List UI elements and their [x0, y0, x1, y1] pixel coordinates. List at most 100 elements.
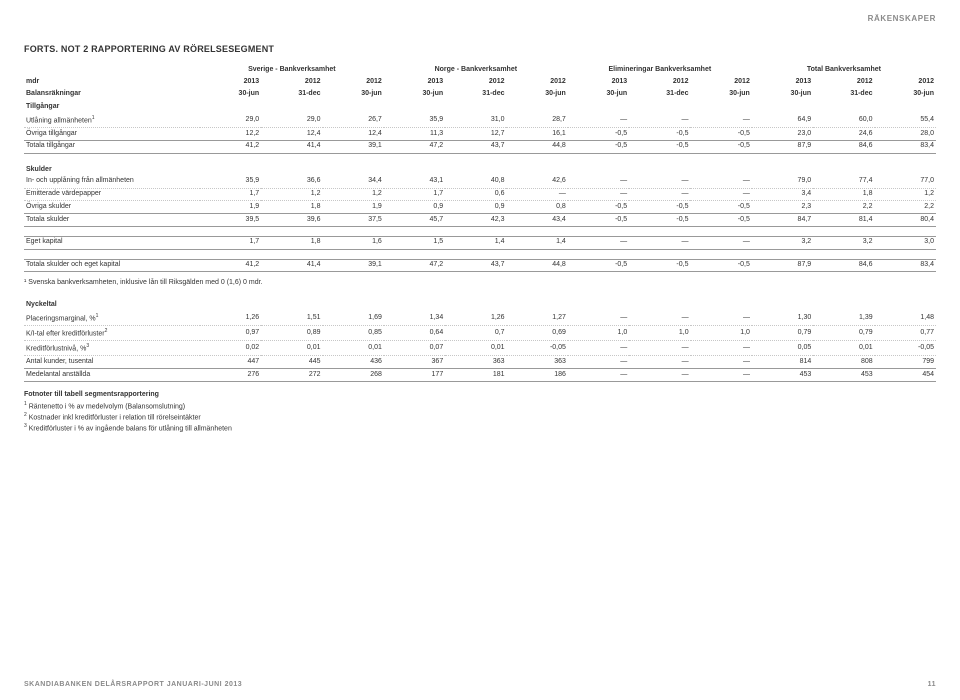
year-row: mdr 201320122012 201320122012 2013201220… [24, 76, 936, 88]
cell: 0,7 [445, 326, 506, 341]
footnote-item: 2 Kostnader inkl kreditförluster i relat… [24, 412, 936, 423]
footnotes: Fotnoter till tabell segmentsrapporterin… [24, 390, 936, 434]
cell: 80,4 [875, 214, 937, 227]
cell: 445 [261, 356, 322, 369]
col-year: 2013 [384, 76, 445, 88]
row-label: Emitterade värdepapper [24, 188, 200, 201]
table-row: Kreditförlustnivå, %30,020,010,010,070,0… [24, 341, 936, 356]
cell: 16,1 [506, 128, 567, 141]
col-date: 30-jun [506, 88, 567, 100]
cell: — [629, 341, 690, 356]
cell: -0,5 [568, 201, 629, 214]
cell: 1,2 [261, 188, 322, 201]
cell: 367 [384, 356, 445, 369]
cell: 0,85 [323, 326, 384, 341]
cell: 1,8 [261, 201, 322, 214]
col-date: 30-jun [752, 88, 813, 100]
cell: 35,9 [200, 176, 261, 188]
row-label: Antal kunder, tusental [24, 356, 200, 369]
cell: 84,7 [752, 214, 813, 227]
cell: — [690, 176, 751, 188]
cell: 87,9 [752, 140, 813, 153]
cell: 35,9 [384, 113, 445, 128]
cell: 1,34 [384, 311, 445, 326]
col-date: 30-jun [323, 88, 384, 100]
cell: -0,5 [568, 140, 629, 153]
table-row: Totala skulder och eget kapital41,241,43… [24, 259, 936, 272]
cell: 1,69 [323, 311, 384, 326]
table-row: Eget kapital1,71,81,61,51,41,4———3,23,23… [24, 236, 936, 249]
group-header: Elimineringar Bankverksamhet [568, 64, 752, 76]
table-row: Övriga tillgångar12,212,412,411,312,716,… [24, 128, 936, 141]
cell: 0,64 [384, 326, 445, 341]
cell: 12,7 [445, 128, 506, 141]
footnote-item: 1 Räntenetto i % av medelvolym (Balansom… [24, 401, 936, 412]
row-label: Totala tillgångar [24, 140, 200, 153]
cell: — [690, 188, 751, 201]
cell: 36,6 [261, 176, 322, 188]
col-date: 30-jun [875, 88, 937, 100]
cell: -0,5 [690, 259, 751, 272]
cell: — [629, 176, 690, 188]
cell: 0,6 [445, 188, 506, 201]
cell: — [629, 113, 690, 128]
cell: 47,2 [384, 140, 445, 153]
cell: 0,79 [752, 326, 813, 341]
cell: 45,7 [384, 214, 445, 227]
cell: — [690, 113, 751, 128]
cell: 1,9 [323, 201, 384, 214]
cell: -0,5 [629, 214, 690, 227]
cell: — [690, 236, 751, 249]
section-heading: Tillgångar [24, 100, 936, 113]
cell: 0,01 [261, 341, 322, 356]
cell: 1,0 [568, 326, 629, 341]
cell: 0,9 [445, 201, 506, 214]
col-date: 30-jun [568, 88, 629, 100]
cell: 1,4 [506, 236, 567, 249]
cell: 40,8 [445, 176, 506, 188]
cell: 41,2 [200, 259, 261, 272]
cell: 0,79 [813, 326, 874, 341]
cell: — [568, 369, 629, 382]
cell: 0,01 [323, 341, 384, 356]
cell: 29,0 [200, 113, 261, 128]
cell: 1,0 [691, 326, 752, 341]
cell: 44,8 [506, 140, 567, 153]
cell: 1,27 [507, 311, 568, 326]
cell: 55,4 [875, 113, 937, 128]
cell: — [629, 311, 690, 326]
cell: 1,39 [813, 311, 874, 326]
section-label: RÄKENSKAPER [868, 14, 936, 23]
cell: 28,0 [875, 128, 937, 141]
cell: 1,2 [323, 188, 384, 201]
cell: — [691, 356, 752, 369]
cell: 276 [200, 369, 261, 382]
cell: 0,89 [261, 326, 322, 341]
cell: 77,4 [813, 176, 874, 188]
table-row: Övriga skulder1,91,81,90,90,90,8-0,5-0,5… [24, 201, 936, 214]
col-date: 31-dec [629, 88, 690, 100]
cell: 42,6 [506, 176, 567, 188]
table-row: Antal kunder, tusental447445436367363363… [24, 356, 936, 369]
cell: 0,01 [813, 341, 874, 356]
cell: 81,4 [813, 214, 874, 227]
group-header: Sverige - Bankverksamhet [200, 64, 384, 76]
cell: 453 [752, 369, 813, 382]
table-row: Totala tillgångar41,241,439,147,243,744,… [24, 140, 936, 153]
cell: -0,5 [629, 128, 690, 141]
cell: — [568, 341, 629, 356]
cell: -0,5 [568, 214, 629, 227]
row-label: Övriga tillgångar [24, 128, 200, 141]
cell: 41,4 [261, 259, 322, 272]
col-year: 2013 [200, 76, 261, 88]
cell: — [629, 236, 690, 249]
segment-table: Sverige - Bankverksamhet Norge - Bankver… [24, 64, 936, 272]
cell: 1,26 [200, 311, 261, 326]
cell: 0,05 [752, 341, 813, 356]
cell: 814 [752, 356, 813, 369]
cell: 1,6 [323, 236, 384, 249]
cell: -0,5 [690, 201, 751, 214]
section-heading: Nyckeltal [24, 298, 936, 311]
cell: — [691, 341, 752, 356]
note-after-total: ¹ Svenska bankverksamheten, inklusive lå… [24, 278, 936, 287]
